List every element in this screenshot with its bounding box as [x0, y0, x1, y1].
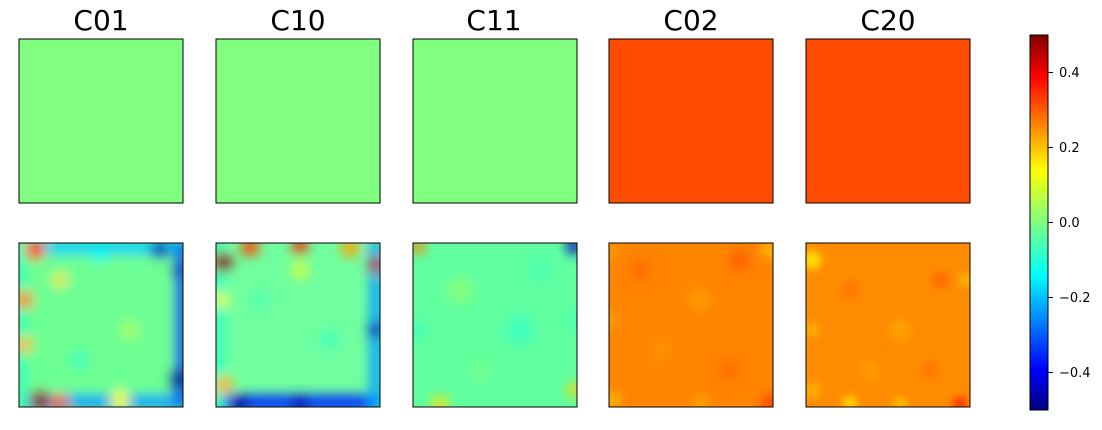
- heatmap-c11-bottom: [412, 242, 578, 408]
- heatmap-c02-bottom: [608, 242, 774, 408]
- title-c02: C02: [663, 4, 718, 37]
- title-c10: C10: [270, 4, 325, 37]
- bottom-row-panels: [18, 242, 971, 408]
- heatmap-c11-top: [412, 38, 578, 204]
- top-row-panels: [18, 38, 971, 204]
- heatmap-c10-bottom: [215, 242, 381, 408]
- colorbar-tick-label: −0.4: [1059, 366, 1091, 381]
- heatmap-c01-top: [18, 38, 184, 204]
- heatmap-c20-bottom: [805, 242, 971, 408]
- colorbar-tick-label: 0.4: [1059, 66, 1080, 81]
- title-c11: C11: [466, 4, 521, 37]
- colorbar: 0.4 0.2 0.0 −0.2 −0.4: [1029, 34, 1091, 411]
- heatmap-c10-top: [215, 38, 381, 204]
- colorbar-gradient: [1029, 34, 1049, 411]
- title-c20: C20: [860, 4, 915, 37]
- colorbar-tick-label: 0.0: [1059, 216, 1080, 231]
- colorbar-tick-label: 0.2: [1059, 141, 1080, 156]
- heatmap-c02-top: [608, 38, 774, 204]
- title-c01: C01: [73, 4, 128, 37]
- heatmap-c20-top: [805, 38, 971, 204]
- colorbar-tick-label: −0.2: [1059, 291, 1091, 306]
- colorbar-ticks: 0.4 0.2 0.0 −0.2 −0.4: [1048, 66, 1091, 381]
- heatmap-c01-bottom: [18, 242, 184, 408]
